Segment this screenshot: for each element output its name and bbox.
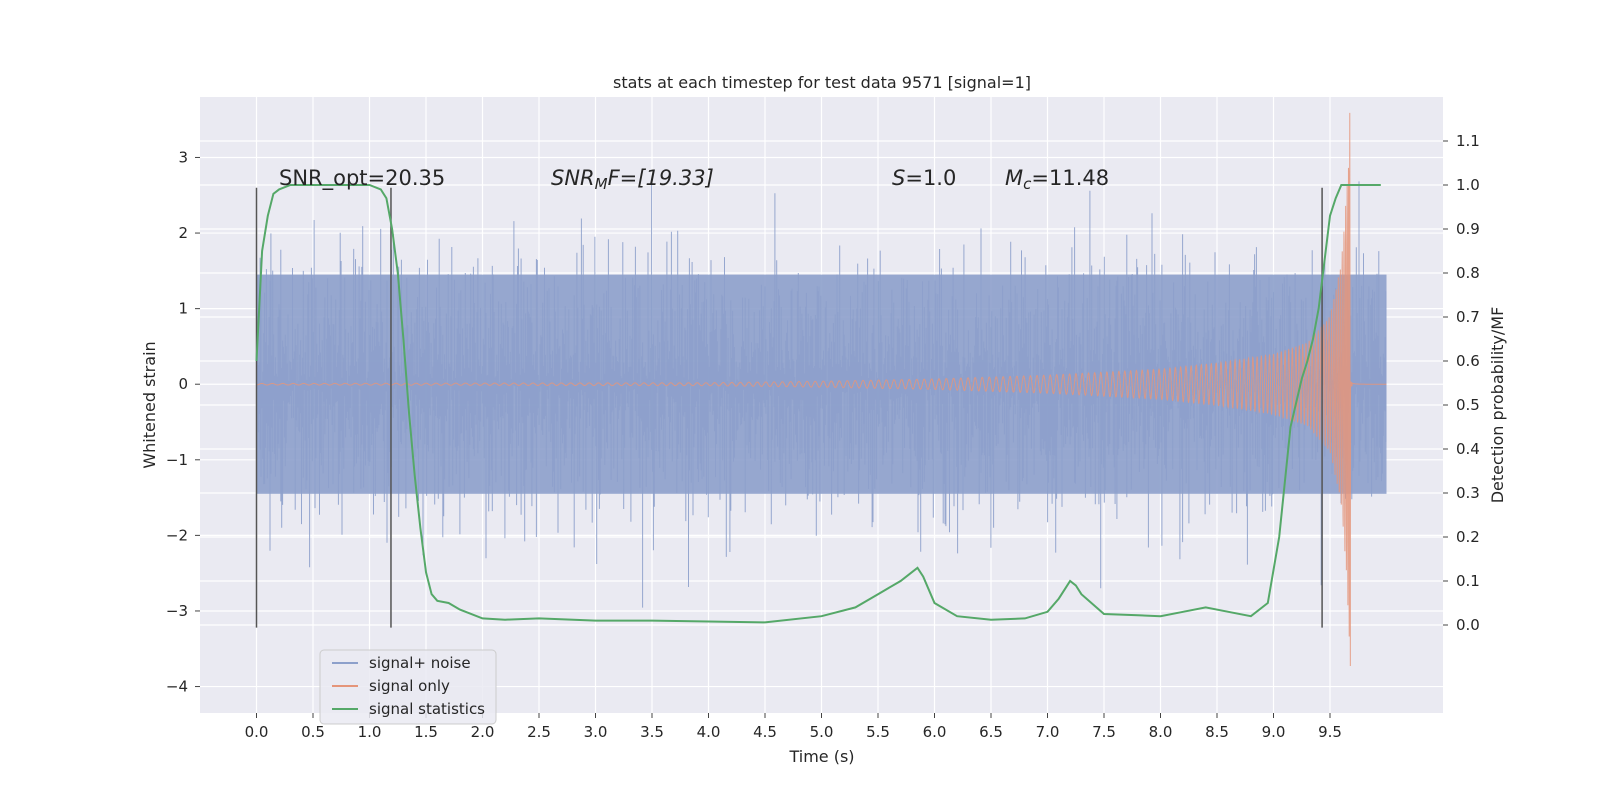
- annotation-mc-rest: =11.48: [1031, 166, 1109, 190]
- y-tick-label: 0: [178, 375, 188, 393]
- legend: signal+ noise signal only signal statist…: [320, 650, 496, 724]
- y-right-tick-label: 0.8: [1456, 264, 1480, 282]
- annotation-snr-mf-main: SNR: [551, 166, 595, 190]
- x-tick-label: 5.5: [866, 723, 890, 741]
- annotation-s-rest: =1.0: [905, 166, 956, 190]
- x-tick-label: 6.0: [923, 723, 947, 741]
- x-tick-label: 7.0: [1036, 723, 1060, 741]
- y-right-tick-label: 0.6: [1456, 352, 1480, 370]
- y-right-tick-label: 0.2: [1456, 528, 1480, 546]
- y-right-tick-label: 1.1: [1456, 132, 1480, 150]
- y-right-tick-label: 0.0: [1456, 616, 1480, 634]
- legend-label-signal-statistics: signal statistics: [369, 700, 485, 718]
- y-tick-label: −4: [166, 678, 188, 696]
- annotation-snr-mf-rest: F=[19.33]: [608, 166, 714, 190]
- y-tick-label: 3: [178, 148, 188, 166]
- annotation-mc-main: M: [1005, 166, 1023, 190]
- y-right-tick-label: 0.1: [1456, 572, 1480, 590]
- annotation-snr-opt: SNR_opt=20.35: [279, 166, 445, 191]
- chart-title: stats at each timestep for test data 957…: [613, 73, 1031, 92]
- y-tick-label: 1: [178, 300, 188, 318]
- x-tick-label: 5.0: [810, 723, 834, 741]
- x-tick-label: 1.5: [414, 723, 438, 741]
- legend-label-signal-plus-noise: signal+ noise: [369, 654, 471, 672]
- y-right-tick-label: 0.3: [1456, 484, 1480, 502]
- x-tick-label: 0.5: [301, 723, 325, 741]
- y-tick-label: −1: [166, 451, 188, 469]
- x-tick-label: 1.0: [358, 723, 382, 741]
- x-tick-label: 4.0: [697, 723, 721, 741]
- annotation-snr-mf-sub: M: [595, 175, 608, 193]
- x-tick-label: 9.0: [1262, 723, 1286, 741]
- x-tick-label: 4.5: [753, 723, 777, 741]
- x-tick-label: 3.0: [584, 723, 608, 741]
- y-right-tick-label: 0.4: [1456, 440, 1480, 458]
- annotation-s-main: S: [892, 166, 905, 190]
- x-tick-label: 0.0: [245, 723, 269, 741]
- y-right-axis-label: Detection probability/MF: [1488, 307, 1507, 504]
- annotation-snr-mf: SNRMF=[19.33]: [551, 166, 714, 193]
- x-tick-label: 6.5: [979, 723, 1003, 741]
- annotation-mc: Mc=11.48: [1005, 166, 1109, 193]
- x-tick-label: 7.5: [1092, 723, 1116, 741]
- y-tick-label: 2: [178, 224, 188, 242]
- y-tick-label: −2: [166, 526, 188, 544]
- y-right-tick-label: 0.5: [1456, 396, 1480, 414]
- x-tick-label: 8.0: [1149, 723, 1173, 741]
- x-tick-label: 2.0: [471, 723, 495, 741]
- x-tick-label: 2.5: [527, 723, 551, 741]
- y-right-tick-label: 0.9: [1456, 220, 1480, 238]
- x-tick-label: 9.5: [1318, 723, 1342, 741]
- annotation-s: S=1.0: [892, 166, 956, 190]
- y-axis-label: Whitened strain: [140, 341, 159, 468]
- legend-label-signal-only: signal only: [369, 677, 450, 695]
- y-tick-label: −3: [166, 602, 188, 620]
- x-axis-label: Time (s): [788, 747, 854, 766]
- x-tick-label: 8.5: [1205, 723, 1229, 741]
- x-tick-label: 3.5: [640, 723, 664, 741]
- y-right-tick-label: 0.7: [1456, 308, 1480, 326]
- y-right-tick-label: 1.0: [1456, 176, 1480, 194]
